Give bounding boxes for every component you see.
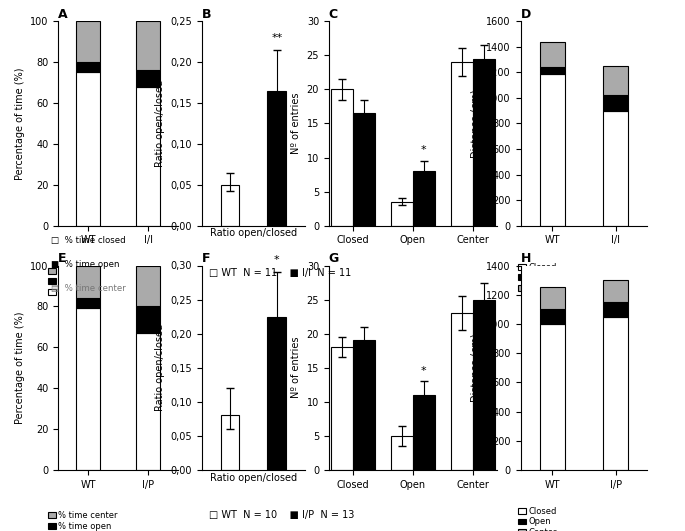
Bar [473,59,495,226]
Bar [603,66,628,96]
Text: □ WT  N = 10    ■ I/P  N = 13: □ WT N = 10 ■ I/P N = 13 [209,510,354,520]
Bar [353,340,375,470]
Y-axis label: Distance (cm): Distance (cm) [471,333,481,402]
Y-axis label: Nº of entries: Nº of entries [291,93,301,154]
Bar [603,316,628,470]
Bar [76,309,100,470]
Bar [136,87,160,226]
Bar [603,110,628,226]
Bar [390,436,412,470]
Text: D: D [521,8,531,21]
Bar [331,347,353,470]
Legend: Closed, Open, Center: Closed, Open, Center [519,262,557,293]
Legend: % time center, % time open, % time closed: % time center, % time open, % time close… [48,267,118,297]
Bar [331,89,353,226]
Legend: % time center, % time open, % time closed: % time center, % time open, % time close… [48,511,118,531]
Bar [473,299,495,470]
Bar [76,72,100,226]
Text: □  % time closed: □ % time closed [51,236,126,245]
Text: *: * [274,255,279,266]
Bar [540,287,565,309]
Text: A: A [58,8,68,21]
Bar [540,67,565,74]
X-axis label: Ratio open/closed: Ratio open/closed [210,228,297,238]
Text: *: * [421,366,427,376]
Bar [136,21,160,70]
Text: F: F [202,253,210,266]
Legend: Closed, Open, Center: Closed, Open, Center [519,507,557,531]
Bar [412,395,435,470]
Text: □ WT  N = 11    ■ I/I  N = 11: □ WT N = 11 ■ I/I N = 11 [209,268,351,278]
Bar [76,21,100,62]
Y-axis label: Ratio open/closed: Ratio open/closed [155,80,165,167]
Bar [390,202,412,226]
Text: H: H [521,253,531,266]
Bar [540,42,565,67]
Text: ■  % time open: ■ % time open [51,260,120,269]
Text: B: B [202,8,212,21]
Bar [603,280,628,302]
Y-axis label: Percentage of time (%): Percentage of time (%) [14,312,25,424]
Bar [540,74,565,226]
Text: ▤  % time center: ▤ % time center [51,284,126,293]
Text: *: * [421,145,427,156]
Bar [451,313,473,470]
Bar [451,62,473,226]
Bar [267,91,286,226]
Bar [412,171,435,226]
Bar [221,185,240,226]
Text: G: G [329,253,339,266]
Bar [136,333,160,470]
Text: **: ** [271,33,282,44]
Bar [76,62,100,72]
Text: C: C [329,8,338,21]
Bar [603,96,628,110]
Bar [136,70,160,87]
Bar [353,113,375,226]
Y-axis label: Distance (cm): Distance (cm) [471,89,481,158]
Bar [267,316,286,470]
Bar [136,306,160,333]
Text: E: E [58,253,66,266]
Bar [221,415,240,470]
Bar [136,266,160,306]
Bar [540,309,565,324]
X-axis label: Ratio open/closed: Ratio open/closed [210,473,297,483]
Bar [76,298,100,309]
Bar [76,266,100,298]
Bar [603,302,628,316]
Y-axis label: Ratio open/closed: Ratio open/closed [155,324,165,412]
Y-axis label: Nº of entries: Nº of entries [291,337,301,398]
Bar [540,324,565,470]
Y-axis label: Percentage of time (%): Percentage of time (%) [14,67,25,179]
